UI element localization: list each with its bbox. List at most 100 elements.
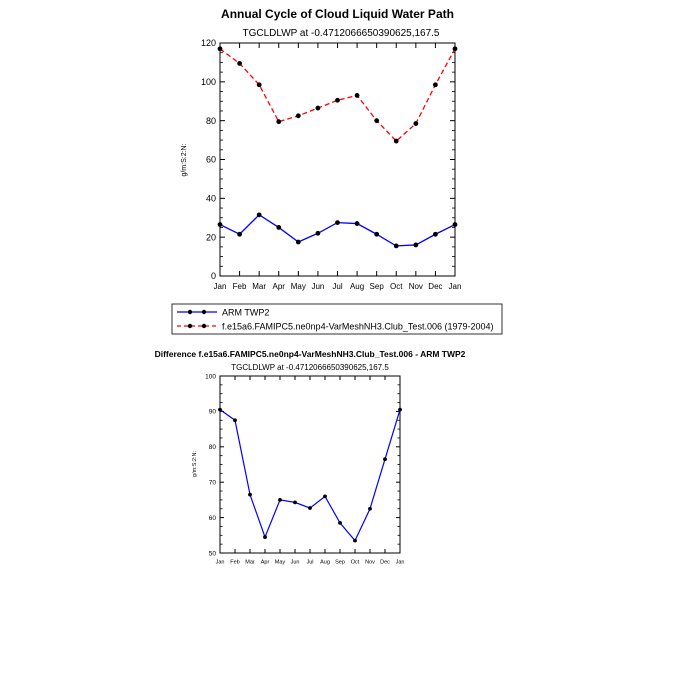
c2-point-0-0 [218,407,222,412]
c2-series-line-0 [219,409,401,542]
c2-xtick-label: Apr [261,560,270,566]
chart-annual-cycle: Annual Cycle of Cloud Liquid Water Path … [181,7,461,291]
legend-box [171,303,503,335]
c1-point-1-0 [217,46,223,52]
c1-ytick-label: 120 [201,38,216,48]
c2-ytick-label: 60 [209,515,217,522]
c1-point-0-11 [433,231,438,237]
c2-point-0-12 [398,407,402,412]
c2-point-0-1 [233,418,237,423]
c1-point-1-6 [335,97,340,103]
legend-label-model: f.e15a6.FAMIPC5.ne0np4-VarMeshNH3.Club_T… [222,322,494,332]
c1-point-0-12 [452,222,458,227]
chart2-frame [219,375,401,554]
c1-ytick-label: 60 [206,155,216,165]
c2-xtick-label: Feb [230,560,239,566]
c1-point-1-10 [413,121,419,126]
c1-point-0-3 [276,225,282,230]
c2-xtick-label: Jan [396,560,405,566]
chart1-frame [219,42,456,277]
legend-label-arm: ARM TWP2 [222,308,269,318]
c2-point-0-6 [308,506,312,510]
legend-marker-model [187,323,193,329]
c1-xtick-label: Sep [370,282,385,291]
c1-xtick-label: Jun [311,282,324,291]
c2-point-0-4 [278,498,282,502]
c1-ytick-label: 40 [206,193,216,203]
c1-series-line-1 [219,48,456,142]
c1-xtick-label: Jan [214,282,227,291]
chart1-title: Annual Cycle of Cloud Liquid Water Path [221,7,454,21]
c1-ytick-label: 20 [206,232,216,242]
chart1-legend: ARM TWP2 f.e15a6.FAMIPC5.ne0np4-VarMeshN… [171,303,503,335]
c2-ytick-label: 50 [209,550,217,557]
c1-ytick-label: 80 [206,116,216,126]
c1-point-0-6 [335,220,340,226]
c1-point-0-2 [256,212,262,218]
c1-point-0-10 [413,242,419,248]
c1-xtick-label: Jan [449,282,462,291]
c1-xtick-label: Jul [332,282,342,291]
legend-marker-arm-2 [201,309,207,315]
c1-point-0-8 [374,231,380,237]
c2-xtick-label: Jul [306,560,313,566]
c2-point-0-8 [338,521,342,525]
c1-point-1-3 [276,119,282,125]
c2-xtick-label: May [275,560,286,566]
c1-point-1-9 [393,138,399,144]
c1-xtick-label: Mar [252,282,266,291]
c2-xtick-label: Mar [245,560,255,566]
c2-xtick-label: Jun [291,560,300,566]
c1-point-1-12 [452,46,458,52]
c2-xtick-label: Dec [380,560,390,566]
c1-point-1-4 [295,113,301,119]
chart2-subtitle: TGCLDLWP at -0.4712066650390625,167.5 [231,363,389,372]
c1-point-0-9 [393,243,399,249]
c1-point-1-5 [315,105,321,111]
c2-point-0-9 [353,538,357,543]
c2-point-0-11 [383,457,387,462]
c2-point-0-7 [323,494,327,499]
chart1-subtitle: TGCLDLWP at -0.4712066650390625,167.5 [243,28,440,39]
c1-point-1-1 [237,60,242,66]
c2-xtick-label: Aug [320,560,330,566]
c2-point-0-2 [248,492,252,497]
c1-series-line-0 [219,214,456,247]
c1-point-0-1 [237,231,242,237]
c2-ytick-label: 100 [205,373,216,380]
c1-point-1-7 [354,93,360,98]
c2-xtick-label: Sep [335,560,345,566]
chart2-ylabel: g/m:S:2:N: [192,451,198,477]
c2-xtick-label: Oct [351,560,360,566]
c2-point-0-5 [293,500,297,505]
c1-xtick-label: Feb [233,282,247,291]
c1-point-0-0 [217,222,223,227]
chart1-ylabel: g/m:S:2:N: [181,143,188,176]
legend-marker-model-2 [201,323,207,329]
c1-xtick-label: Aug [350,282,364,291]
chart2-title: Difference f.e15a6.FAMIPC5.ne0np4-VarMes… [155,349,466,359]
c2-ytick-label: 80 [209,444,217,451]
c1-point-1-11 [433,82,438,88]
c2-xtick-label: Jan [216,560,225,566]
c1-ytick-label: 0 [211,271,216,281]
c2-ytick-label: 90 [209,409,217,416]
legend-marker-arm [187,309,193,315]
c1-xtick-label: Oct [390,282,403,291]
c1-point-0-4 [295,239,301,245]
c1-xtick-label: Nov [409,282,423,291]
c1-point-1-8 [374,118,380,124]
c2-point-0-3 [263,535,267,539]
chart-difference: Difference f.e15a6.FAMIPC5.ne0np4-VarMes… [155,349,466,566]
c1-point-0-7 [354,221,360,226]
c1-xtick-label: Apr [273,282,286,291]
c2-xtick-label: Nov [365,560,375,566]
c1-point-0-5 [315,230,321,236]
c1-point-1-2 [256,82,262,88]
c2-ytick-label: 70 [209,479,217,486]
c2-point-0-10 [368,506,372,511]
c1-xtick-label: Dec [428,282,442,291]
c1-xtick-label: May [291,282,306,291]
c1-ytick-label: 100 [201,77,216,87]
